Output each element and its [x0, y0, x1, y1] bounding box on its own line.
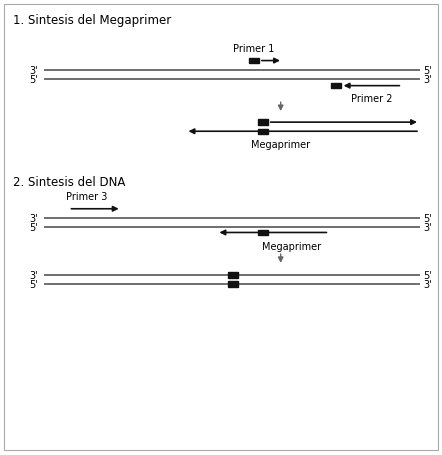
Bar — [258, 120, 268, 126]
Text: 1. Sintesis del Megaprimer: 1. Sintesis del Megaprimer — [13, 14, 171, 27]
Text: Megaprimer: Megaprimer — [262, 241, 321, 251]
Text: 5': 5' — [423, 213, 432, 223]
Text: Primer 3: Primer 3 — [65, 191, 107, 201]
Text: 3': 3' — [29, 270, 38, 280]
Text: 3': 3' — [29, 213, 38, 223]
Text: Megaprimer: Megaprimer — [251, 140, 310, 150]
Bar — [228, 273, 238, 278]
Text: 5': 5' — [423, 66, 432, 76]
Bar — [249, 59, 259, 64]
Text: 3': 3' — [423, 279, 432, 289]
Text: 5': 5' — [29, 75, 38, 85]
Text: 3': 3' — [423, 222, 432, 233]
Text: Primer 1: Primer 1 — [233, 44, 275, 54]
Bar — [331, 84, 341, 89]
Text: 5': 5' — [29, 222, 38, 233]
Text: Primer 2: Primer 2 — [351, 94, 392, 104]
Bar — [228, 282, 238, 287]
Bar — [258, 129, 268, 135]
Text: 5': 5' — [29, 279, 38, 289]
Bar — [258, 230, 268, 236]
Text: 5': 5' — [423, 270, 432, 280]
Text: 3': 3' — [29, 66, 38, 76]
Text: 3': 3' — [423, 75, 432, 85]
Text: 2. Sintesis del DNA: 2. Sintesis del DNA — [13, 176, 126, 189]
